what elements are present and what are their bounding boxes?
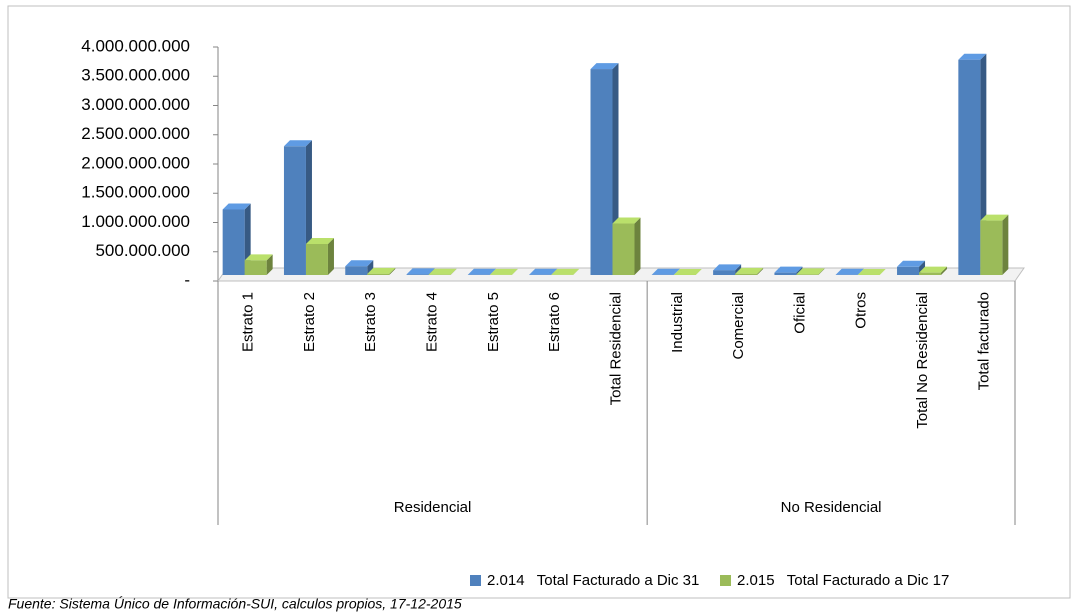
- bar: [345, 266, 368, 275]
- x-tick-label: Comercial: [730, 292, 747, 360]
- bar-top: [345, 260, 374, 267]
- y-tick-label: 2.500.000.000: [81, 124, 190, 143]
- x-tick-label: Total facturado: [975, 292, 992, 390]
- bar-top: [980, 214, 1009, 221]
- bar-top: [222, 203, 251, 210]
- bar-top: [651, 268, 680, 275]
- x-tick-label: Estrato 1: [240, 292, 257, 352]
- x-tick-label: Estrato 6: [546, 292, 563, 352]
- x-tick-label: Industrial: [669, 292, 686, 353]
- bar: [796, 274, 819, 275]
- bar: [244, 260, 267, 275]
- bar: [980, 220, 1003, 275]
- bar: [713, 270, 736, 275]
- bar: [612, 223, 635, 275]
- bar-side: [941, 266, 948, 275]
- legend-label: 2.014 Total Facturado a Dic 31: [487, 572, 699, 589]
- legend-swatch: [720, 575, 731, 586]
- bar-side: [367, 260, 374, 275]
- bar-side: [327, 237, 334, 275]
- bar-side: [511, 268, 518, 275]
- x-tick-label: Total No Residencial: [914, 292, 931, 429]
- bar-top: [467, 268, 496, 275]
- bar-top: [897, 260, 926, 267]
- bar-side: [1002, 214, 1009, 275]
- bar-top: [857, 268, 886, 275]
- x-tick-label: Estrato 2: [301, 292, 318, 352]
- bar-side: [757, 267, 764, 275]
- y-tick-label: 500.000.000: [95, 241, 190, 260]
- bar-side: [266, 254, 273, 275]
- bar: [283, 146, 306, 275]
- bar: [222, 209, 245, 275]
- x-tick-label: Otros: [853, 292, 870, 329]
- bar-top: [713, 264, 742, 271]
- y-tick-label: -: [184, 270, 190, 289]
- bar-top: [244, 254, 273, 261]
- bar: [590, 69, 613, 275]
- y-tick-label: 1.500.000.000: [81, 183, 190, 202]
- bar-top: [489, 268, 518, 275]
- bar-top: [796, 268, 825, 275]
- bar-side: [818, 268, 825, 275]
- x-tick-label: Estrato 4: [424, 292, 441, 352]
- bar: [774, 272, 797, 275]
- bar-top: [612, 217, 641, 224]
- bar: [919, 272, 942, 275]
- bar-side: [879, 268, 886, 275]
- bar-top: [958, 53, 987, 60]
- y-tick-label: 3.000.000.000: [81, 95, 190, 114]
- y-tick-label: 1.000.000.000: [81, 212, 190, 231]
- bar-side: [673, 268, 680, 275]
- bar: [958, 59, 981, 275]
- bar-top: [529, 268, 558, 275]
- bar-top: [919, 266, 948, 273]
- legend-swatch: [470, 575, 481, 586]
- y-tick-label: 2.000.000.000: [81, 153, 190, 172]
- bar-top: [283, 140, 312, 147]
- x-tick-label: Estrato 3: [362, 292, 379, 352]
- bar-top: [551, 268, 580, 275]
- bar: [897, 266, 920, 275]
- bar-side: [695, 268, 702, 275]
- bar-side: [389, 267, 396, 275]
- bar-top: [590, 63, 619, 70]
- bar: [406, 274, 429, 275]
- bar-top: [406, 268, 435, 275]
- bar-side: [634, 217, 641, 275]
- group-label: Residencial: [394, 499, 472, 516]
- bar: [367, 273, 390, 275]
- bar: [305, 243, 328, 275]
- bar-side: [857, 268, 864, 275]
- bar: [735, 273, 758, 275]
- bar-side: [450, 268, 457, 275]
- group-label: No Residencial: [781, 499, 882, 516]
- bar-side: [573, 268, 580, 275]
- bar-top: [774, 266, 803, 273]
- chart-border: [7, 5, 1071, 599]
- bar-top: [305, 237, 334, 244]
- y-tick-label: 4.000.000.000: [81, 36, 190, 55]
- bar-top: [673, 268, 702, 275]
- x-tick-label: Estrato 5: [485, 292, 502, 352]
- source-note: Fuente: Sistema Único de Información-SUI…: [8, 596, 462, 612]
- x-tick-label: Oficial: [791, 292, 808, 334]
- bar-top: [835, 268, 864, 275]
- bar-top: [428, 268, 457, 275]
- bar-top: [735, 267, 764, 274]
- legend-label: 2.015 Total Facturado a Dic 17: [737, 572, 949, 589]
- x-tick-label: Total Residencial: [607, 292, 624, 405]
- y-tick-label: 3.500.000.000: [81, 66, 190, 85]
- bar-top: [367, 267, 396, 274]
